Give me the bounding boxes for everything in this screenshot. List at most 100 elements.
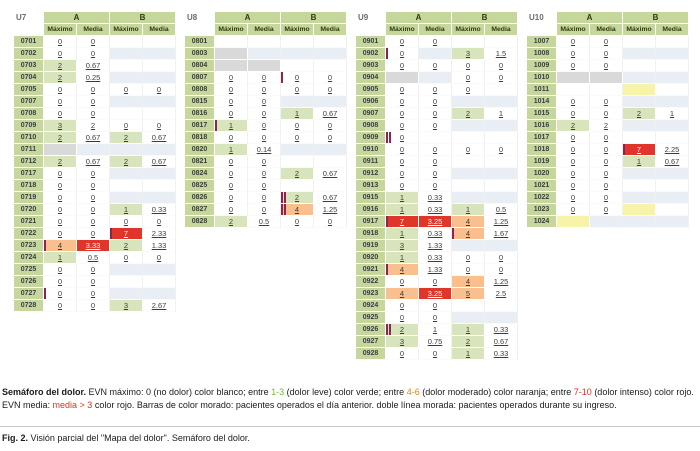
data-cell: 0 [485, 60, 518, 72]
row-id: 0807 [185, 72, 215, 84]
row-id: 0708 [14, 108, 44, 120]
data-cell: 3 [110, 300, 143, 312]
cell-value: 2 [123, 133, 129, 142]
data-cell [485, 96, 518, 108]
row-id: 0925 [356, 312, 386, 324]
tables-row: U7 A B Máximo Media Máximo Media 0701 0 0 0702 0 0 07… [14, 12, 689, 360]
cell-value: 0 [57, 229, 63, 238]
group-header-b: B [623, 12, 689, 24]
cell-value: 1 [399, 193, 405, 202]
cell-value: 0 [228, 181, 234, 190]
cell-value: 0 [228, 157, 234, 166]
data-cell: 0 [386, 132, 419, 144]
row-id: 0904 [356, 72, 386, 84]
cell-value: 0 [261, 157, 267, 166]
data-cell [452, 156, 485, 168]
data-cell: 0 [485, 252, 518, 264]
cell-value: 2 [57, 61, 63, 70]
legend-segment: color rojo. Barras de color morado: paci… [92, 399, 617, 410]
data-cell [314, 36, 347, 48]
legend-text: Semáforo del dolor. EVN máximo: 0 (no do… [2, 386, 696, 411]
data-cell: 0 [419, 312, 452, 324]
data-cell: 0 [419, 96, 452, 108]
row-id: 0704 [14, 72, 44, 84]
cell-value: 0.14 [256, 145, 272, 154]
pain-table-u8: U8 A B Máximo Media Máximo Media 0801 0803 0804 08… [185, 12, 347, 228]
data-cell: 1 [215, 120, 248, 132]
cell-value: 1 [669, 109, 675, 118]
data-cell: 0 [314, 132, 347, 144]
data-cell [656, 132, 689, 144]
data-cell: 2 [452, 108, 485, 120]
data-cell: 0 [590, 48, 623, 60]
data-cell [281, 48, 314, 60]
cell-value: 3 [123, 301, 129, 310]
cell-value: 1 [228, 145, 234, 154]
data-cell: 4 [452, 276, 485, 288]
cell-value: 0 [294, 85, 300, 94]
figure-caption-label: Fig. 2. [2, 433, 29, 443]
operated-marker [623, 144, 625, 155]
data-cell: 0 [44, 84, 77, 96]
legend-segment: (dolor moderado) color naranja; entre [419, 387, 574, 397]
data-cell: 0 [44, 48, 77, 60]
data-cell: 0.67 [77, 132, 110, 144]
cell-value: 0.33 [427, 205, 443, 214]
cell-value: 0 [90, 265, 96, 274]
cell-value: 0 [123, 85, 129, 94]
row-id: 0905 [356, 84, 386, 96]
cell-value: 0.67 [85, 157, 101, 166]
row-id: 1018 [527, 144, 557, 156]
cell-value: 0 [57, 301, 63, 310]
operated-marker [44, 288, 46, 299]
operated-marker [452, 228, 454, 239]
cell-value: 0 [603, 97, 609, 106]
data-cell: 0 [110, 252, 143, 264]
cell-value: 0.67 [322, 193, 338, 202]
row-id: 0903 [356, 60, 386, 72]
data-cell: 0 [77, 168, 110, 180]
data-cell: 0 [386, 168, 419, 180]
group-header-a: A [386, 12, 452, 24]
data-cell [452, 240, 485, 252]
row-id: 0724 [14, 252, 44, 264]
data-cell [656, 96, 689, 108]
data-cell: 3 [452, 48, 485, 60]
cell-value: 0 [261, 169, 267, 178]
cell-value: 0 [90, 205, 96, 214]
cell-value: 0 [603, 205, 609, 214]
cell-value: 0 [228, 109, 234, 118]
row-id: 0924 [356, 300, 386, 312]
data-cell: 0 [419, 60, 452, 72]
data-cell [419, 132, 452, 144]
cell-value: 0 [228, 85, 234, 94]
data-cell: 7 [623, 144, 656, 156]
data-cell: 0 [248, 180, 281, 192]
unit-label: U10 [527, 12, 557, 24]
row-id: 0910 [356, 144, 386, 156]
cell-value: 0 [432, 61, 438, 70]
data-cell: 0 [590, 180, 623, 192]
data-cell [314, 156, 347, 168]
data-cell: 0 [110, 216, 143, 228]
data-cell [281, 144, 314, 156]
data-cell: 3.33 [77, 240, 110, 252]
cell-value: 0.67 [85, 133, 101, 142]
row-id: 0718 [14, 180, 44, 192]
data-cell: 0 [215, 204, 248, 216]
row-id: 0816 [185, 108, 215, 120]
data-cell: 0 [77, 192, 110, 204]
unit-label: U8 [185, 12, 215, 24]
data-cell: 2 [110, 156, 143, 168]
data-cell: 1.33 [143, 240, 176, 252]
data-cell: 2.5 [485, 288, 518, 300]
data-cell: 0 [248, 168, 281, 180]
data-cell [557, 216, 590, 228]
data-cell [143, 288, 176, 300]
cell-value: 1.25 [493, 217, 509, 226]
data-cell [143, 168, 176, 180]
data-cell: 0.33 [419, 252, 452, 264]
figure-caption: Fig. 2. Visión parcial del "Mapa del dol… [0, 426, 700, 443]
data-cell: 0 [386, 84, 419, 96]
unit-label: U7 [14, 12, 44, 24]
